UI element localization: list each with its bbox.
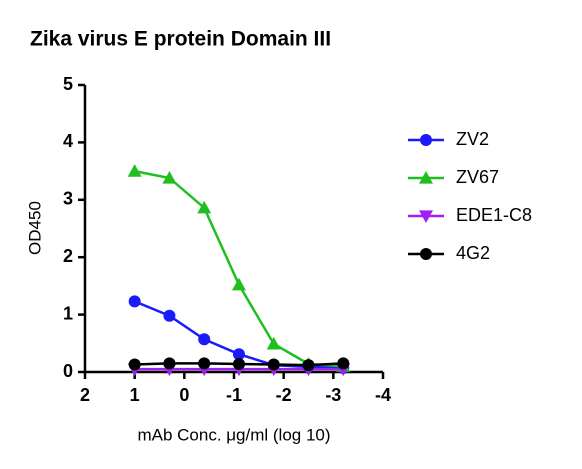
data-point	[302, 359, 315, 372]
y-tick-label: 4	[63, 131, 73, 151]
data-point	[231, 277, 246, 291]
legend-marker	[420, 248, 432, 260]
data-point	[163, 309, 176, 322]
series-line	[134, 169, 344, 368]
legend-marker	[420, 134, 432, 146]
y-axis-label: OD450	[25, 201, 44, 255]
legend-label: ZV67	[456, 167, 499, 187]
x-tick-label: -4	[375, 385, 391, 405]
y-tick-label: 2	[63, 246, 73, 266]
x-tick-label: 2	[80, 385, 90, 405]
x-tick-label: -2	[276, 385, 292, 405]
legend-label: ZV2	[456, 129, 489, 149]
x-axis-label: mAb Conc. μg/ml (log 10)	[137, 425, 330, 444]
y-tick-label: 5	[63, 74, 73, 94]
data-point	[232, 357, 245, 370]
data-point	[128, 358, 141, 371]
legend-marker	[419, 210, 433, 223]
data-point	[266, 336, 281, 350]
data-point	[267, 358, 280, 371]
data-point	[128, 295, 141, 308]
data-point	[198, 357, 211, 370]
data-point	[232, 348, 245, 361]
y-tick-label: 3	[63, 189, 73, 209]
data-point	[127, 164, 142, 177]
x-tick-label: 1	[130, 385, 140, 405]
data-point	[197, 200, 212, 214]
legend-label: 4G2	[456, 243, 490, 263]
y-tick-label: 1	[63, 303, 73, 323]
x-tick-label: 0	[179, 385, 189, 405]
data-point	[198, 333, 211, 346]
y-tick-label: 0	[63, 361, 73, 381]
legend-label: EDE1-C8	[456, 205, 532, 225]
data-point	[162, 170, 177, 184]
legend-marker	[419, 171, 433, 184]
data-point	[337, 357, 350, 370]
x-tick-label: -3	[325, 385, 341, 405]
chart-title: Zika virus E protein Domain III	[30, 28, 331, 51]
data-point	[163, 357, 176, 370]
x-tick-label: -1	[226, 385, 242, 405]
